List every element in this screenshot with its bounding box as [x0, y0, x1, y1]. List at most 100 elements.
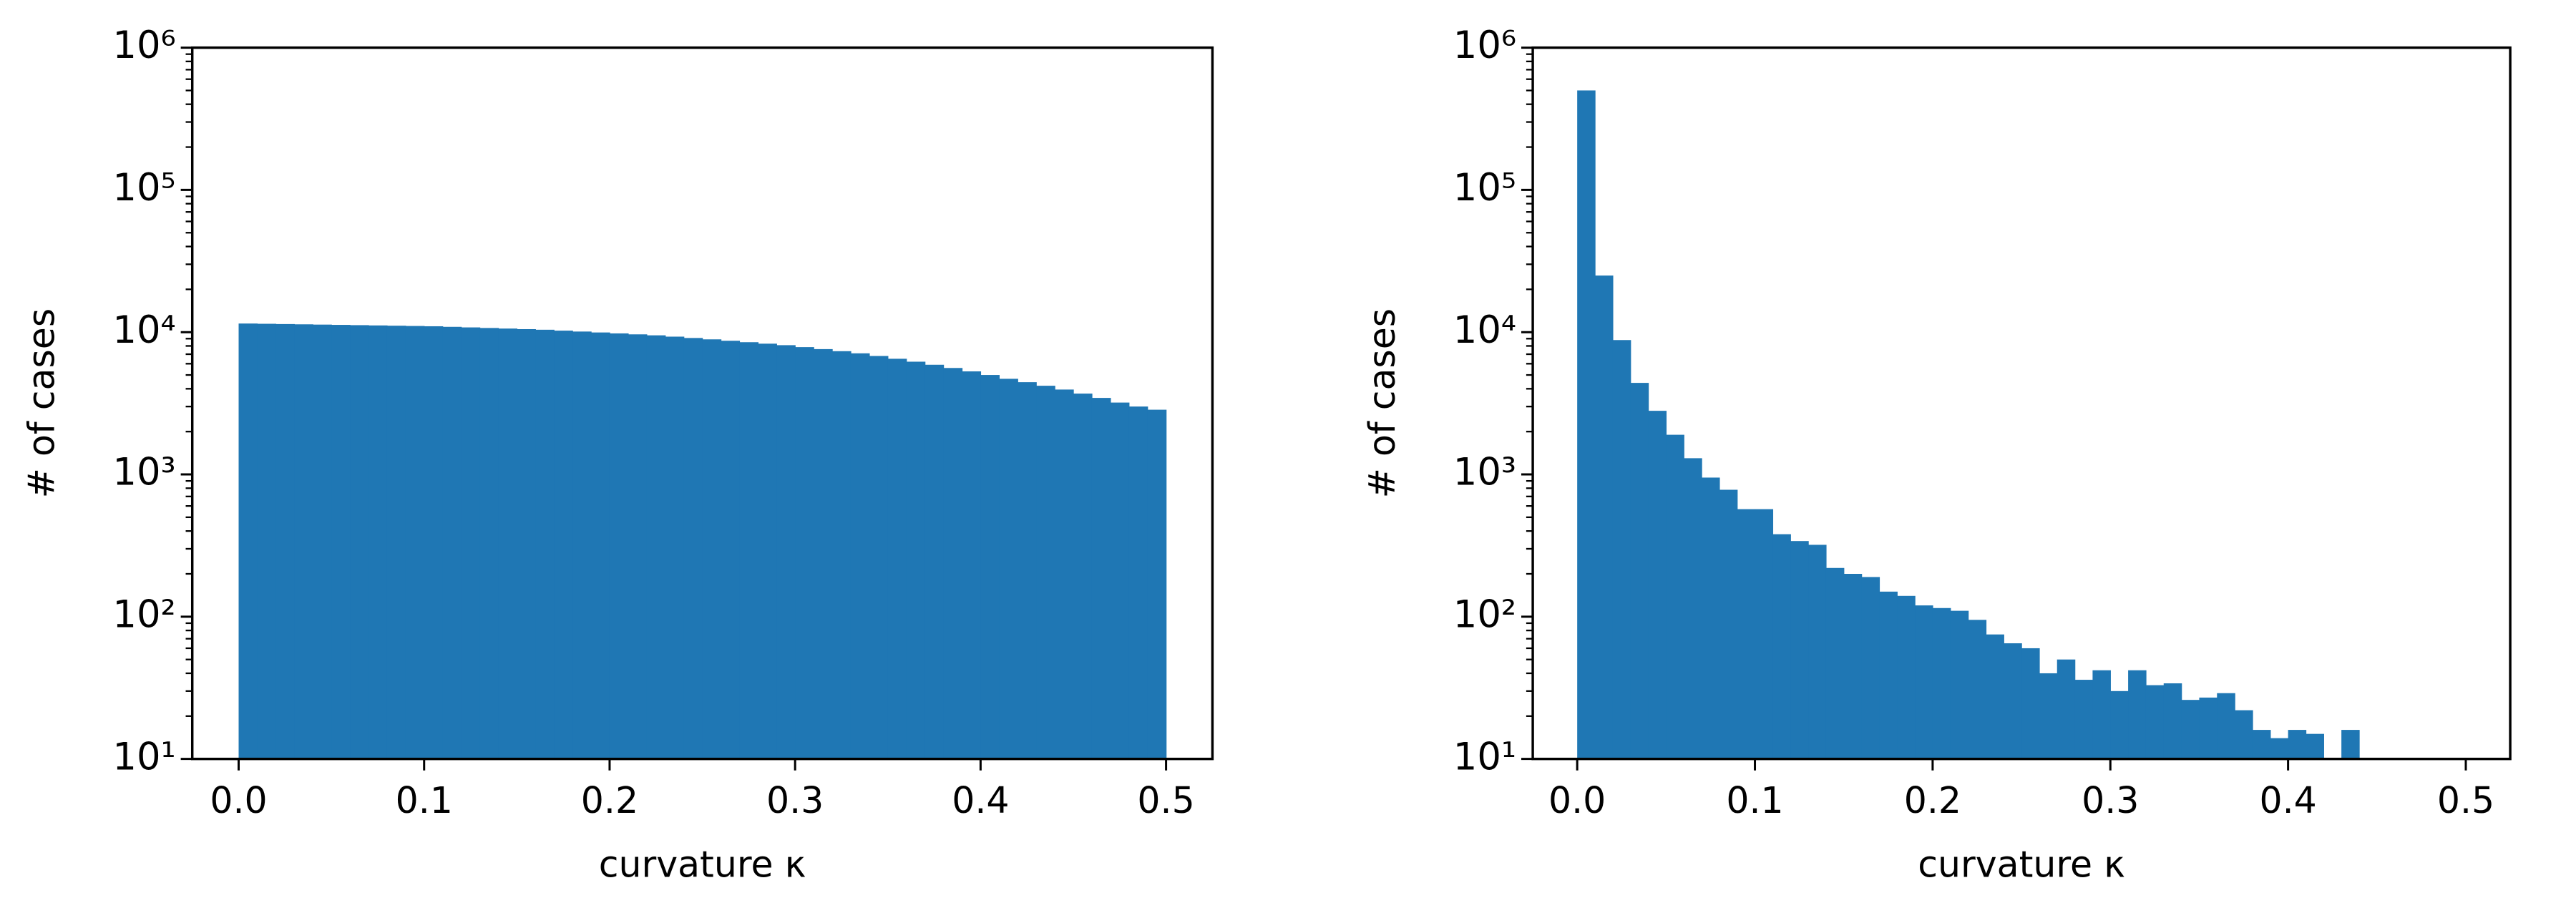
bar	[962, 371, 982, 759]
bar	[1772, 534, 1791, 759]
bar	[702, 339, 722, 759]
y-tick-label: 10⁵	[1453, 166, 1516, 210]
x-tick-label: 0.4	[2259, 779, 2316, 821]
bar	[1915, 605, 1933, 759]
x-axis-label: curvature κ	[599, 844, 806, 886]
bar	[776, 345, 796, 759]
y-tick-label: 10⁵	[112, 166, 175, 210]
bar	[2252, 730, 2271, 759]
bar	[1630, 383, 1649, 759]
bar	[1036, 386, 1055, 759]
bar	[535, 329, 555, 759]
bar	[1790, 541, 1809, 759]
bar	[1808, 545, 1827, 759]
bar	[2128, 670, 2147, 759]
x-tick-label: 0.5	[1137, 779, 1194, 821]
bar	[665, 336, 685, 759]
bar	[1018, 382, 1037, 759]
bar	[1843, 573, 1863, 759]
bar	[814, 348, 833, 759]
bar	[646, 335, 666, 759]
bar	[628, 334, 648, 759]
bar	[2021, 648, 2040, 759]
x-axis-label: curvature κ	[1918, 844, 2125, 886]
bar	[405, 326, 425, 759]
bar	[721, 341, 741, 759]
bar	[1986, 634, 2004, 759]
bar	[2270, 738, 2289, 759]
bar	[386, 326, 406, 759]
bar	[1577, 90, 1596, 759]
bar	[2004, 643, 2022, 759]
bar	[683, 338, 703, 759]
x-tick-label: 0.1	[396, 779, 453, 821]
y-tick-label: 10¹	[1453, 735, 1516, 778]
y-tick-label: 10⁴	[112, 308, 175, 352]
bar	[1968, 620, 1987, 759]
bar	[2306, 733, 2324, 759]
bar	[1128, 406, 1148, 759]
bar	[795, 347, 814, 759]
bar	[1091, 398, 1111, 759]
bar	[350, 325, 369, 759]
bar	[498, 328, 518, 759]
bar	[869, 356, 889, 759]
bar	[2057, 659, 2076, 759]
bar	[924, 364, 945, 759]
x-tick-label: 0.3	[2082, 779, 2139, 821]
x-tick-label: 0.5	[2437, 779, 2494, 821]
bar	[1666, 434, 1684, 759]
x-tick-label: 0.1	[1726, 779, 1783, 821]
axes-frame	[190, 46, 1214, 761]
bar	[257, 323, 277, 759]
bar	[887, 358, 907, 759]
y-tick-label: 10¹	[112, 735, 175, 778]
bar	[1055, 389, 1074, 759]
bar	[758, 343, 777, 759]
bar	[1612, 340, 1631, 759]
bar	[906, 361, 926, 759]
y-tick-label: 10³	[112, 451, 175, 494]
bar	[1755, 509, 1774, 759]
bar	[479, 328, 499, 759]
bar	[461, 327, 481, 759]
bar	[2110, 690, 2129, 759]
bar	[1702, 477, 1720, 759]
bar	[517, 328, 536, 759]
bar	[275, 323, 295, 759]
bar	[331, 325, 351, 759]
x-tick-label: 0.4	[952, 779, 1009, 821]
bar	[609, 333, 629, 759]
y-axis-label: # of cases	[21, 308, 63, 498]
bar	[294, 324, 313, 759]
bar	[2217, 693, 2235, 759]
bar	[2288, 730, 2307, 759]
bar	[1147, 409, 1167, 759]
y-tick-label: 10²	[112, 592, 175, 636]
x-tick-label: 0.2	[581, 779, 638, 821]
bar	[591, 332, 610, 759]
y-tick-label: 10⁶	[1453, 24, 1516, 67]
bar	[1861, 577, 1880, 759]
bar	[554, 331, 573, 759]
bar	[2092, 670, 2111, 759]
bar	[1737, 509, 1756, 759]
x-tick-label: 0.2	[1904, 779, 1961, 821]
y-tick-label: 10²	[1453, 592, 1516, 636]
bar	[1684, 458, 1702, 759]
bar	[2181, 700, 2200, 759]
y-axis-label: # of cases	[1361, 308, 1403, 498]
bar	[1595, 275, 1614, 759]
bar	[442, 326, 462, 759]
bar	[1648, 411, 1667, 759]
bar	[943, 368, 963, 759]
bar	[313, 324, 332, 759]
bar	[1879, 591, 1898, 759]
bar	[2199, 697, 2218, 759]
bar	[2145, 685, 2165, 759]
bar	[1073, 394, 1093, 759]
bar	[2341, 730, 2360, 759]
bar	[1950, 610, 1969, 759]
